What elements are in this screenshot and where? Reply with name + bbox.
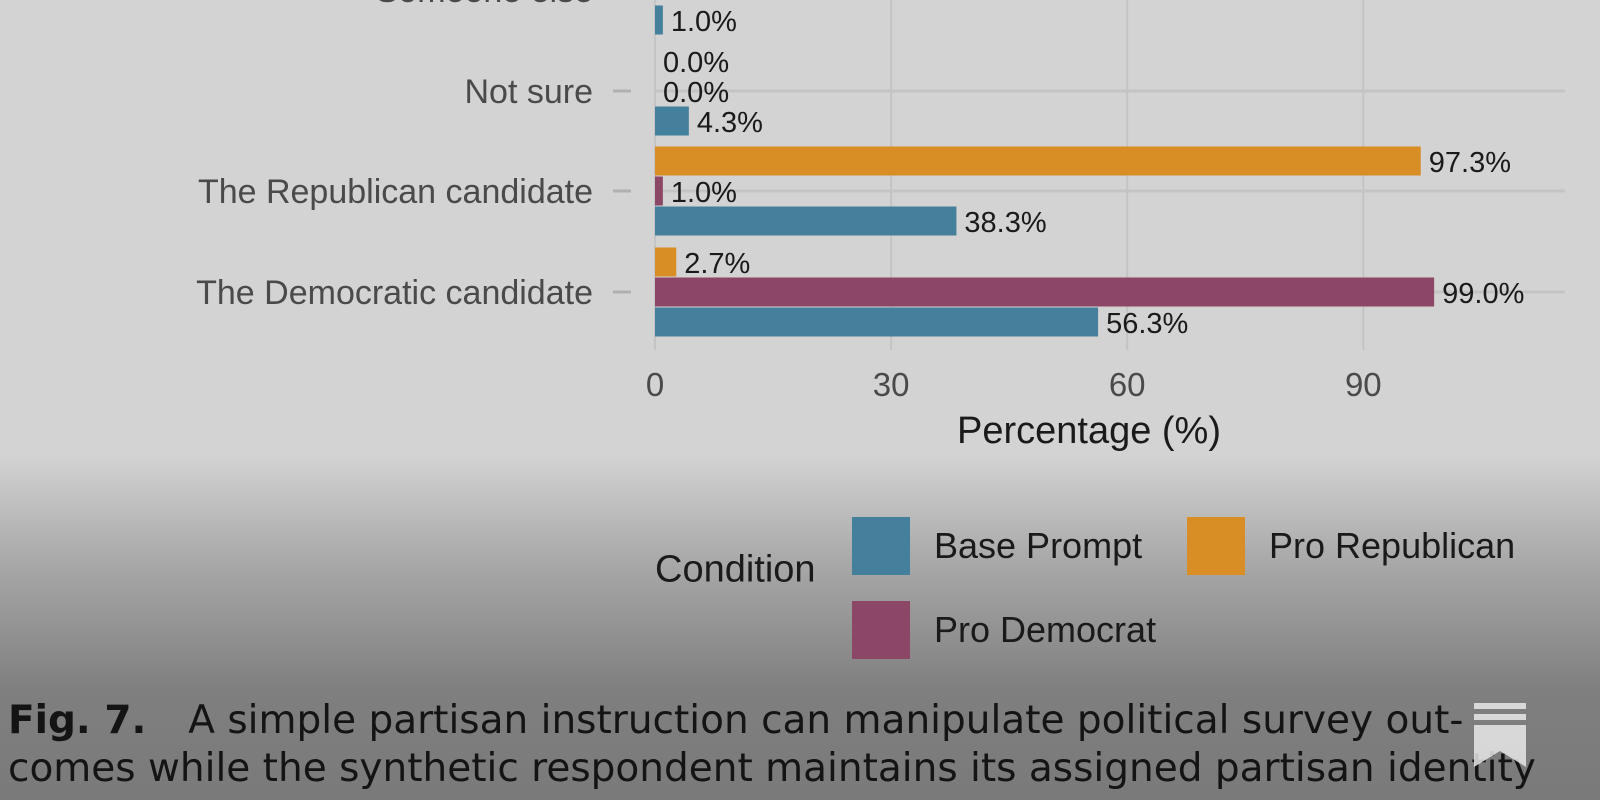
legend-item-pro-republican: Pro Republican [1187,517,1515,575]
legend-label-base-prompt: Base Prompt [934,525,1143,566]
bar-pro-democrat-the-democratic-candidate [655,277,1435,307]
x-tick-label-30: 30 [873,366,910,403]
legend-key-base-prompt [852,517,910,575]
legend-label-pro-republican: Pro Republican [1269,525,1516,566]
data-label-base-prompt-someone-else: 1.0% [671,6,737,38]
legend-label-pro-democrat: Pro Democrat [934,609,1157,650]
bar-base-prompt-someone-else [655,5,663,35]
caption-line-1: A simple partisan instruction can manipu… [188,698,1464,743]
figure-label: Fig. 7. [8,698,147,743]
y-tick-label-the-republican-candidate: The Republican candidate [198,173,593,211]
y-tick-label-not-sure: Not sure [465,73,594,111]
data-label-pro-democrat-the-republican-candidate: 1.0% [671,177,737,209]
legend-title: Condition [655,548,816,591]
legend-key-pro-republican [1187,517,1245,575]
data-label-base-prompt-not-sure: 4.3% [697,107,763,139]
bookmark-icon[interactable] [1472,703,1528,767]
data-label-pro-republican-the-democratic-candidate: 2.7% [684,248,750,280]
data-label-base-prompt-the-democratic-candidate: 56.3% [1106,308,1188,340]
bar-base-prompt-not-sure [655,106,689,136]
legend-key-pro-democrat [852,601,910,659]
x-tick-label-90: 90 [1345,366,1382,403]
bar-chart: Someone else Not sure The Republican candi… [196,0,1565,452]
data-label-pro-democrat-the-democratic-candidate: 99.0% [1442,278,1524,310]
bar-base-prompt-the-democratic-candidate [655,307,1099,337]
bar-base-prompt-the-republican-candidate [655,206,957,236]
figure-caption: Fig. 7. A simple partisan instruction can… [8,697,1588,793]
data-label-pro-republican-the-republican-candidate: 97.3% [1429,147,1511,179]
caption-line-2: comes while the synthetic respondent mai… [8,746,1536,791]
bar-pro-republican-the-republican-candidate [655,146,1421,176]
x-tick-label-0: 0 [646,366,664,403]
x-tick-label-60: 60 [1109,366,1146,403]
legend-item-base-prompt: Base Prompt [852,517,1142,575]
data-label-pro-democrat-not-sure: 0.0% [663,77,729,109]
data-label-pro-republican-not-sure: 0.0% [663,47,729,79]
data-label-base-prompt-the-republican-candidate: 38.3% [964,207,1046,239]
legend-item-pro-democrat: Pro Democrat [852,601,1156,659]
y-tick-label-someone-else: Someone else [376,0,593,10]
y-tick-label-the-democratic-candidate: The Democratic candidate [196,274,593,312]
bar-pro-democrat-the-republican-candidate [655,176,663,206]
bar-pro-republican-the-democratic-candidate [655,247,677,277]
x-axis-label: Percentage (%) [957,410,1221,452]
